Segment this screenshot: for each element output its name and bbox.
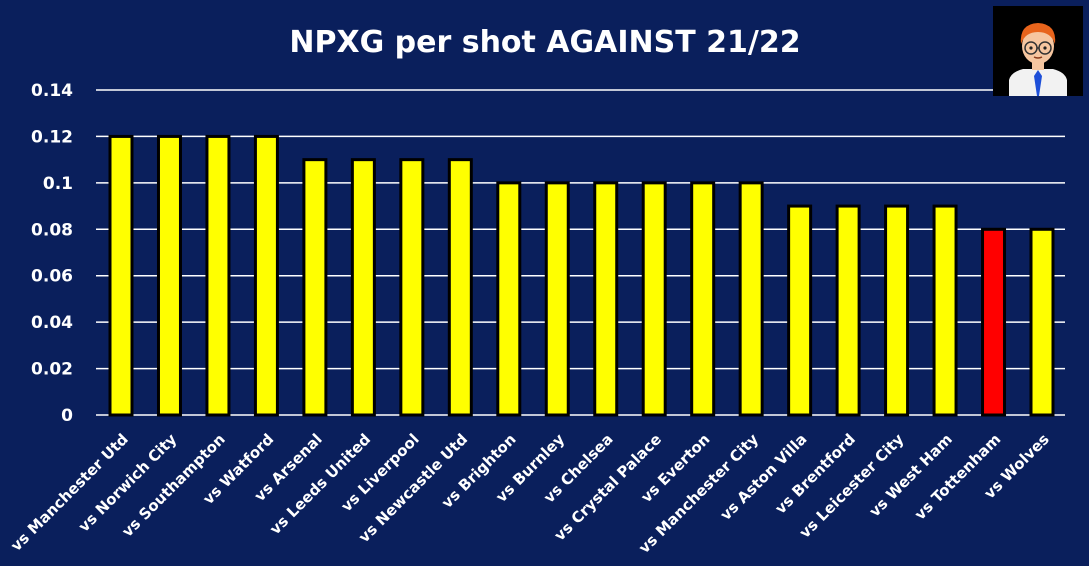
bar [738, 181, 764, 417]
x-tick-label: vs West Ham [866, 430, 956, 520]
bar [690, 181, 716, 417]
y-tick-label: 0.14 [31, 81, 73, 101]
bar [399, 158, 425, 417]
bar [496, 181, 522, 417]
bar [544, 181, 570, 417]
avatar [993, 6, 1083, 96]
bar [156, 134, 182, 417]
x-tick-label: vs Aston Villa [717, 430, 811, 524]
bar [302, 158, 328, 417]
y-tick-label: 0.08 [31, 220, 73, 240]
y-tick-label: 0 [61, 406, 73, 426]
y-tick-label: 0.02 [31, 360, 73, 380]
y-tick-label: 0.04 [31, 313, 73, 333]
y-tick-label: 0.06 [31, 267, 73, 287]
x-tick-label: vs Tottenham [911, 430, 1004, 523]
y-tick-label: 0.12 [31, 127, 73, 147]
bar [787, 204, 813, 417]
bar [884, 204, 910, 417]
bar [205, 134, 231, 417]
y-axis-ticks: 0 0.02 0.04 0.06 0.08 0.1 0.12 0.14 [31, 81, 73, 426]
y-tick-label: 0.1 [43, 174, 73, 194]
bar [253, 134, 279, 417]
gridlines [96, 89, 1065, 416]
cartoon-person-icon [993, 6, 1083, 96]
bar [981, 227, 1007, 417]
bars [108, 134, 1055, 417]
bar [835, 204, 861, 417]
bar [932, 204, 958, 417]
bar [447, 158, 473, 417]
bar [108, 134, 134, 417]
bar [1029, 227, 1055, 417]
bar [350, 158, 376, 417]
bar [593, 181, 619, 417]
chart-title: NPXG per shot AGAINST 21/22 [289, 25, 800, 60]
bar [641, 181, 667, 417]
